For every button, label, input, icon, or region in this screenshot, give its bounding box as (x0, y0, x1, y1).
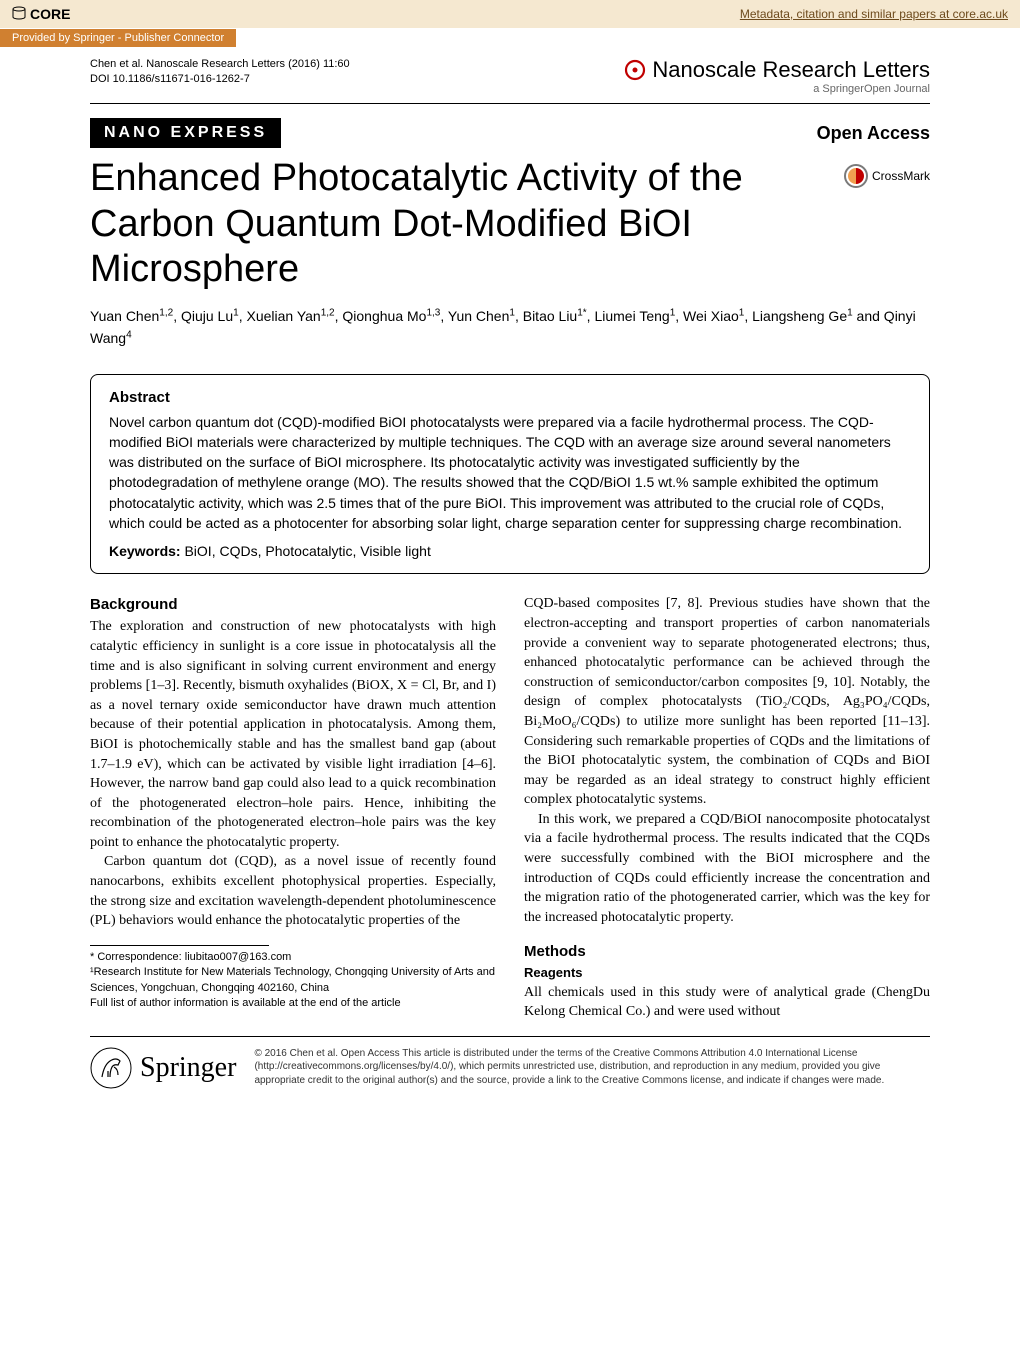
author-list: Yuan Chen1,2, Qiuju Lu1, Xuelian Yan1,2,… (90, 305, 930, 350)
provided-by-text: Provided by Springer - Publisher Connect… (0, 29, 236, 47)
category-bar: NANO EXPRESS Open Access (90, 118, 930, 148)
open-access-label: Open Access (817, 123, 930, 144)
provided-by-bar: Provided by Springer - Publisher Connect… (0, 28, 1020, 47)
body-paragraph: The exploration and construction of new … (90, 617, 496, 852)
core-logo-text: CORE (30, 6, 70, 22)
background-heading: Background (90, 594, 496, 615)
body-columns: Background The exploration and construct… (90, 594, 930, 1021)
springer-horse-icon (90, 1047, 132, 1089)
crossmark-icon (844, 164, 868, 188)
title-row: Enhanced Photocatalytic Activity of the … (90, 156, 930, 293)
journal-title: Nanoscale Research Letters (624, 57, 930, 83)
core-metadata-link[interactable]: Metadata, citation and similar papers at… (740, 7, 1008, 21)
citation-line: Chen et al. Nanoscale Research Letters (… (90, 57, 350, 72)
correspondence-footnote: * Correspondence: liubitao007@163.com (90, 950, 496, 965)
crossmark-text: CrossMark (872, 169, 930, 183)
journal-title-text: Nanoscale Research Letters (652, 57, 930, 83)
keywords-line: Keywords: BiOI, CQDs, Photocatalytic, Vi… (109, 543, 911, 559)
body-paragraph: Carbon quantum dot (CQD), as a novel iss… (90, 852, 496, 930)
abstract-heading: Abstract (109, 389, 911, 406)
body-paragraph: CQD-based composites [7, 8]. Previous st… (524, 594, 930, 810)
body-paragraph: In this work, we prepared a CQD/BiOI nan… (524, 810, 930, 928)
journal-icon (624, 59, 646, 81)
reagents-heading: Reagents (524, 964, 930, 982)
core-banner: CORE Metadata, citation and similar pape… (0, 0, 1020, 28)
header-rule (90, 103, 930, 104)
license-footer: Springer © 2016 Chen et al. Open Access … (90, 1036, 930, 1089)
journal-logo-block: Nanoscale Research Letters a SpringerOpe… (624, 57, 930, 95)
core-icon (12, 6, 26, 22)
doi-line: DOI 10.1186/s11671-016-1262-7 (90, 72, 350, 87)
crossmark-badge[interactable]: CrossMark (844, 164, 930, 188)
methods-heading: Methods (524, 941, 930, 962)
affiliation-footnote: ¹Research Institute for New Materials Te… (90, 965, 496, 996)
citation-block: Chen et al. Nanoscale Research Letters (… (90, 57, 350, 88)
footnotes-block: * Correspondence: liubitao007@163.com ¹R… (90, 950, 496, 1012)
keywords-label: Keywords: (109, 543, 181, 559)
keywords-values: BiOI, CQDs, Photocatalytic, Visible ligh… (181, 543, 431, 559)
article-title: Enhanced Photocatalytic Activity of the … (90, 156, 844, 293)
article-header: Chen et al. Nanoscale Research Letters (… (0, 47, 1020, 103)
springer-text: Springer (140, 1052, 236, 1084)
journal-subtitle: a SpringerOpen Journal (624, 83, 930, 95)
abstract-box: Abstract Novel carbon quantum dot (CQD)-… (90, 374, 930, 575)
article-type-badge: NANO EXPRESS (90, 118, 281, 148)
body-paragraph: All chemicals used in this study were of… (524, 983, 930, 1022)
springer-logo: Springer (90, 1047, 236, 1089)
license-text: © 2016 Chen et al. Open Access This arti… (254, 1047, 930, 1088)
core-logo: CORE (12, 6, 70, 22)
abstract-text: Novel carbon quantum dot (CQD)-modified … (109, 412, 911, 534)
footnote-rule (90, 945, 269, 946)
full-list-footnote: Full list of author information is avail… (90, 996, 496, 1011)
